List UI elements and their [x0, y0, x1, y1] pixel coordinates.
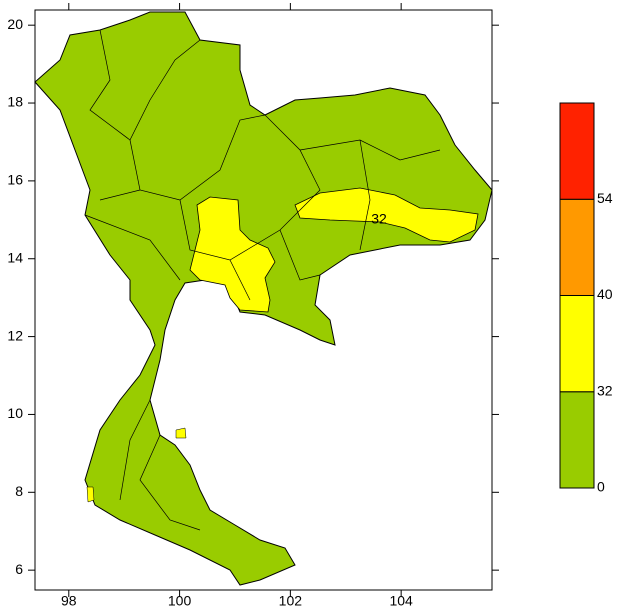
x-tick-label: 102: [279, 593, 303, 609]
yellow-zone: [189, 196, 276, 313]
y-tick-label: 18: [7, 94, 23, 110]
map-frame: [34, 9, 493, 591]
y-tick-label: 10: [7, 405, 23, 421]
legend-swatch: [559, 391, 595, 489]
y-tick-label: 14: [7, 249, 23, 265]
y-tick-label: 6: [15, 561, 23, 577]
x-tick-label: 104: [389, 593, 413, 609]
y-tick-label: 12: [7, 327, 23, 343]
contour-label: 32: [371, 211, 387, 227]
province-borders: [84, 29, 441, 531]
x-tick-label: 98: [61, 593, 77, 609]
yellow-zone: [294, 187, 479, 243]
legend-swatch: [559, 198, 595, 296]
legend-label: 0: [597, 479, 605, 495]
yellow-zone: [175, 427, 187, 439]
yellow-zone: [86, 486, 95, 503]
y-tick-label: 16: [7, 172, 23, 188]
x-tick-label: 100: [168, 593, 192, 609]
legend-label: 40: [597, 286, 613, 302]
y-tick-label: 20: [7, 16, 23, 32]
legend-swatch: [559, 102, 595, 200]
legend-label: 32: [597, 382, 613, 398]
y-tick-label: 8: [15, 483, 23, 499]
legend-label: 54: [597, 190, 613, 206]
legend-swatch: [559, 295, 595, 393]
land: [34, 11, 493, 586]
